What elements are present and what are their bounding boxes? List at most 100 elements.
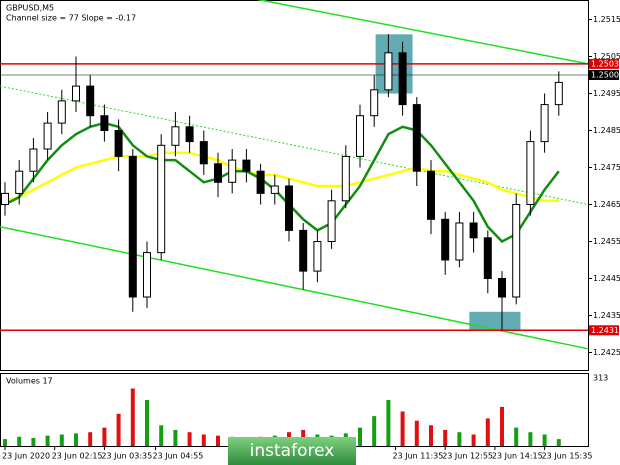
candle-body bbox=[86, 85, 95, 117]
candle-body bbox=[384, 52, 393, 91]
volume-title: Volumes 17 bbox=[6, 377, 53, 386]
volume-bar bbox=[130, 388, 135, 446]
candle-body bbox=[256, 170, 265, 194]
volume-bar bbox=[187, 432, 192, 446]
candle-body bbox=[299, 229, 308, 272]
volume-bar bbox=[556, 439, 561, 446]
candle-body bbox=[498, 278, 506, 298]
candle-body bbox=[455, 222, 464, 261]
y-tick-label: 1.2455 bbox=[593, 237, 620, 246]
candle-body bbox=[341, 155, 350, 202]
channel-line bbox=[256, 0, 589, 65]
y-tick-label: 1.2495 bbox=[593, 89, 620, 98]
volume-tick-label: 313 bbox=[593, 374, 608, 383]
volume-bar bbox=[31, 437, 36, 446]
volume-bar bbox=[45, 435, 50, 446]
candle-body bbox=[15, 170, 24, 194]
volume-bar bbox=[514, 427, 519, 446]
y-tick-label: 1.2435 bbox=[593, 311, 620, 320]
volume-bar bbox=[528, 432, 533, 446]
candle-body bbox=[72, 85, 80, 102]
highlight-box bbox=[469, 311, 521, 331]
candle-body bbox=[427, 170, 435, 220]
candle-body bbox=[327, 200, 336, 243]
channel-line bbox=[0, 225, 589, 350]
volume-bar bbox=[74, 433, 78, 446]
candle-body bbox=[242, 159, 251, 172]
level-label: 1.2503 bbox=[591, 59, 619, 68]
volume-bar bbox=[88, 432, 93, 446]
candle-body bbox=[540, 104, 549, 143]
moving-average bbox=[4, 151, 559, 203]
volume-bar bbox=[443, 429, 448, 446]
y-tick-label: 1.2475 bbox=[593, 163, 620, 172]
candle-body bbox=[199, 141, 208, 165]
y-tick-label: 1.2445 bbox=[593, 274, 620, 283]
candle-body bbox=[398, 52, 407, 106]
x-tick-label: 23 Jun 15:35 bbox=[542, 452, 593, 461]
candle-body bbox=[554, 81, 563, 106]
volume-bar bbox=[173, 429, 178, 446]
x-tick-label: 23 Jun 11:35 bbox=[393, 452, 444, 461]
x-tick-label: 23 Jun 12:55 bbox=[442, 452, 493, 461]
watermark-box bbox=[228, 437, 356, 465]
volume-bar bbox=[542, 434, 547, 446]
candle-body bbox=[228, 159, 237, 183]
candle-body bbox=[370, 89, 379, 117]
candle-body bbox=[157, 144, 166, 254]
y-tick-label: 1.2505 bbox=[593, 52, 620, 61]
y-tick-label: 1.2515 bbox=[593, 15, 620, 24]
candle-body bbox=[469, 222, 478, 239]
volume-bar bbox=[485, 418, 490, 446]
volume-bar bbox=[102, 427, 107, 446]
y-tick-label: 1.2425 bbox=[593, 348, 620, 357]
volume-bar bbox=[400, 411, 405, 446]
volume-bar bbox=[386, 399, 391, 446]
x-tick-label: 23 Jun 02:15 bbox=[52, 452, 103, 461]
watermark: instaforex bbox=[250, 441, 335, 461]
volume-bar bbox=[471, 434, 476, 446]
volume-panel bbox=[0, 373, 589, 447]
candle-body bbox=[143, 252, 151, 298]
candle-body bbox=[171, 126, 180, 146]
candle-body bbox=[114, 130, 123, 157]
candle-body bbox=[100, 115, 109, 131]
candle-body bbox=[128, 155, 137, 298]
candle-body bbox=[57, 100, 66, 124]
volume-bar bbox=[457, 432, 462, 446]
candle-body bbox=[356, 115, 364, 157]
volume-bar bbox=[3, 439, 7, 446]
candle-body bbox=[512, 204, 521, 298]
volume-bar bbox=[145, 399, 149, 446]
x-tick-label: 23 Jun 03:35 bbox=[101, 452, 152, 461]
x-tick-label: 23 Jun 04:55 bbox=[153, 452, 204, 461]
price-panel bbox=[0, 0, 589, 371]
candle-body bbox=[441, 218, 450, 261]
moving-average bbox=[4, 121, 560, 244]
y-tick-label: 1.2465 bbox=[593, 200, 620, 209]
level-label: 1.2431 bbox=[591, 326, 619, 335]
candle-body bbox=[526, 141, 535, 206]
level-label-box bbox=[589, 325, 619, 336]
volume-bar bbox=[429, 425, 433, 446]
candle-body bbox=[412, 104, 421, 172]
candle-body bbox=[185, 126, 194, 143]
candle-body bbox=[1, 192, 9, 205]
volume-bar bbox=[358, 427, 362, 446]
x-tick-label: 23 Jun 2020 bbox=[2, 452, 50, 461]
candle-body bbox=[313, 241, 322, 272]
volume-bar bbox=[414, 420, 419, 446]
level-label-box bbox=[589, 58, 619, 69]
candle-body bbox=[270, 185, 279, 194]
candle-body bbox=[43, 122, 52, 150]
candle-body bbox=[29, 148, 38, 172]
candle-body bbox=[285, 185, 293, 231]
y-tick-label: 1.2485 bbox=[593, 126, 620, 135]
candle-body bbox=[214, 163, 222, 183]
volume-bar bbox=[201, 434, 206, 446]
volume-bar bbox=[372, 416, 377, 446]
x-tick-label: 23 Jun 14:15 bbox=[492, 452, 543, 461]
volume-bar bbox=[116, 413, 121, 446]
volume-bar bbox=[159, 425, 164, 446]
